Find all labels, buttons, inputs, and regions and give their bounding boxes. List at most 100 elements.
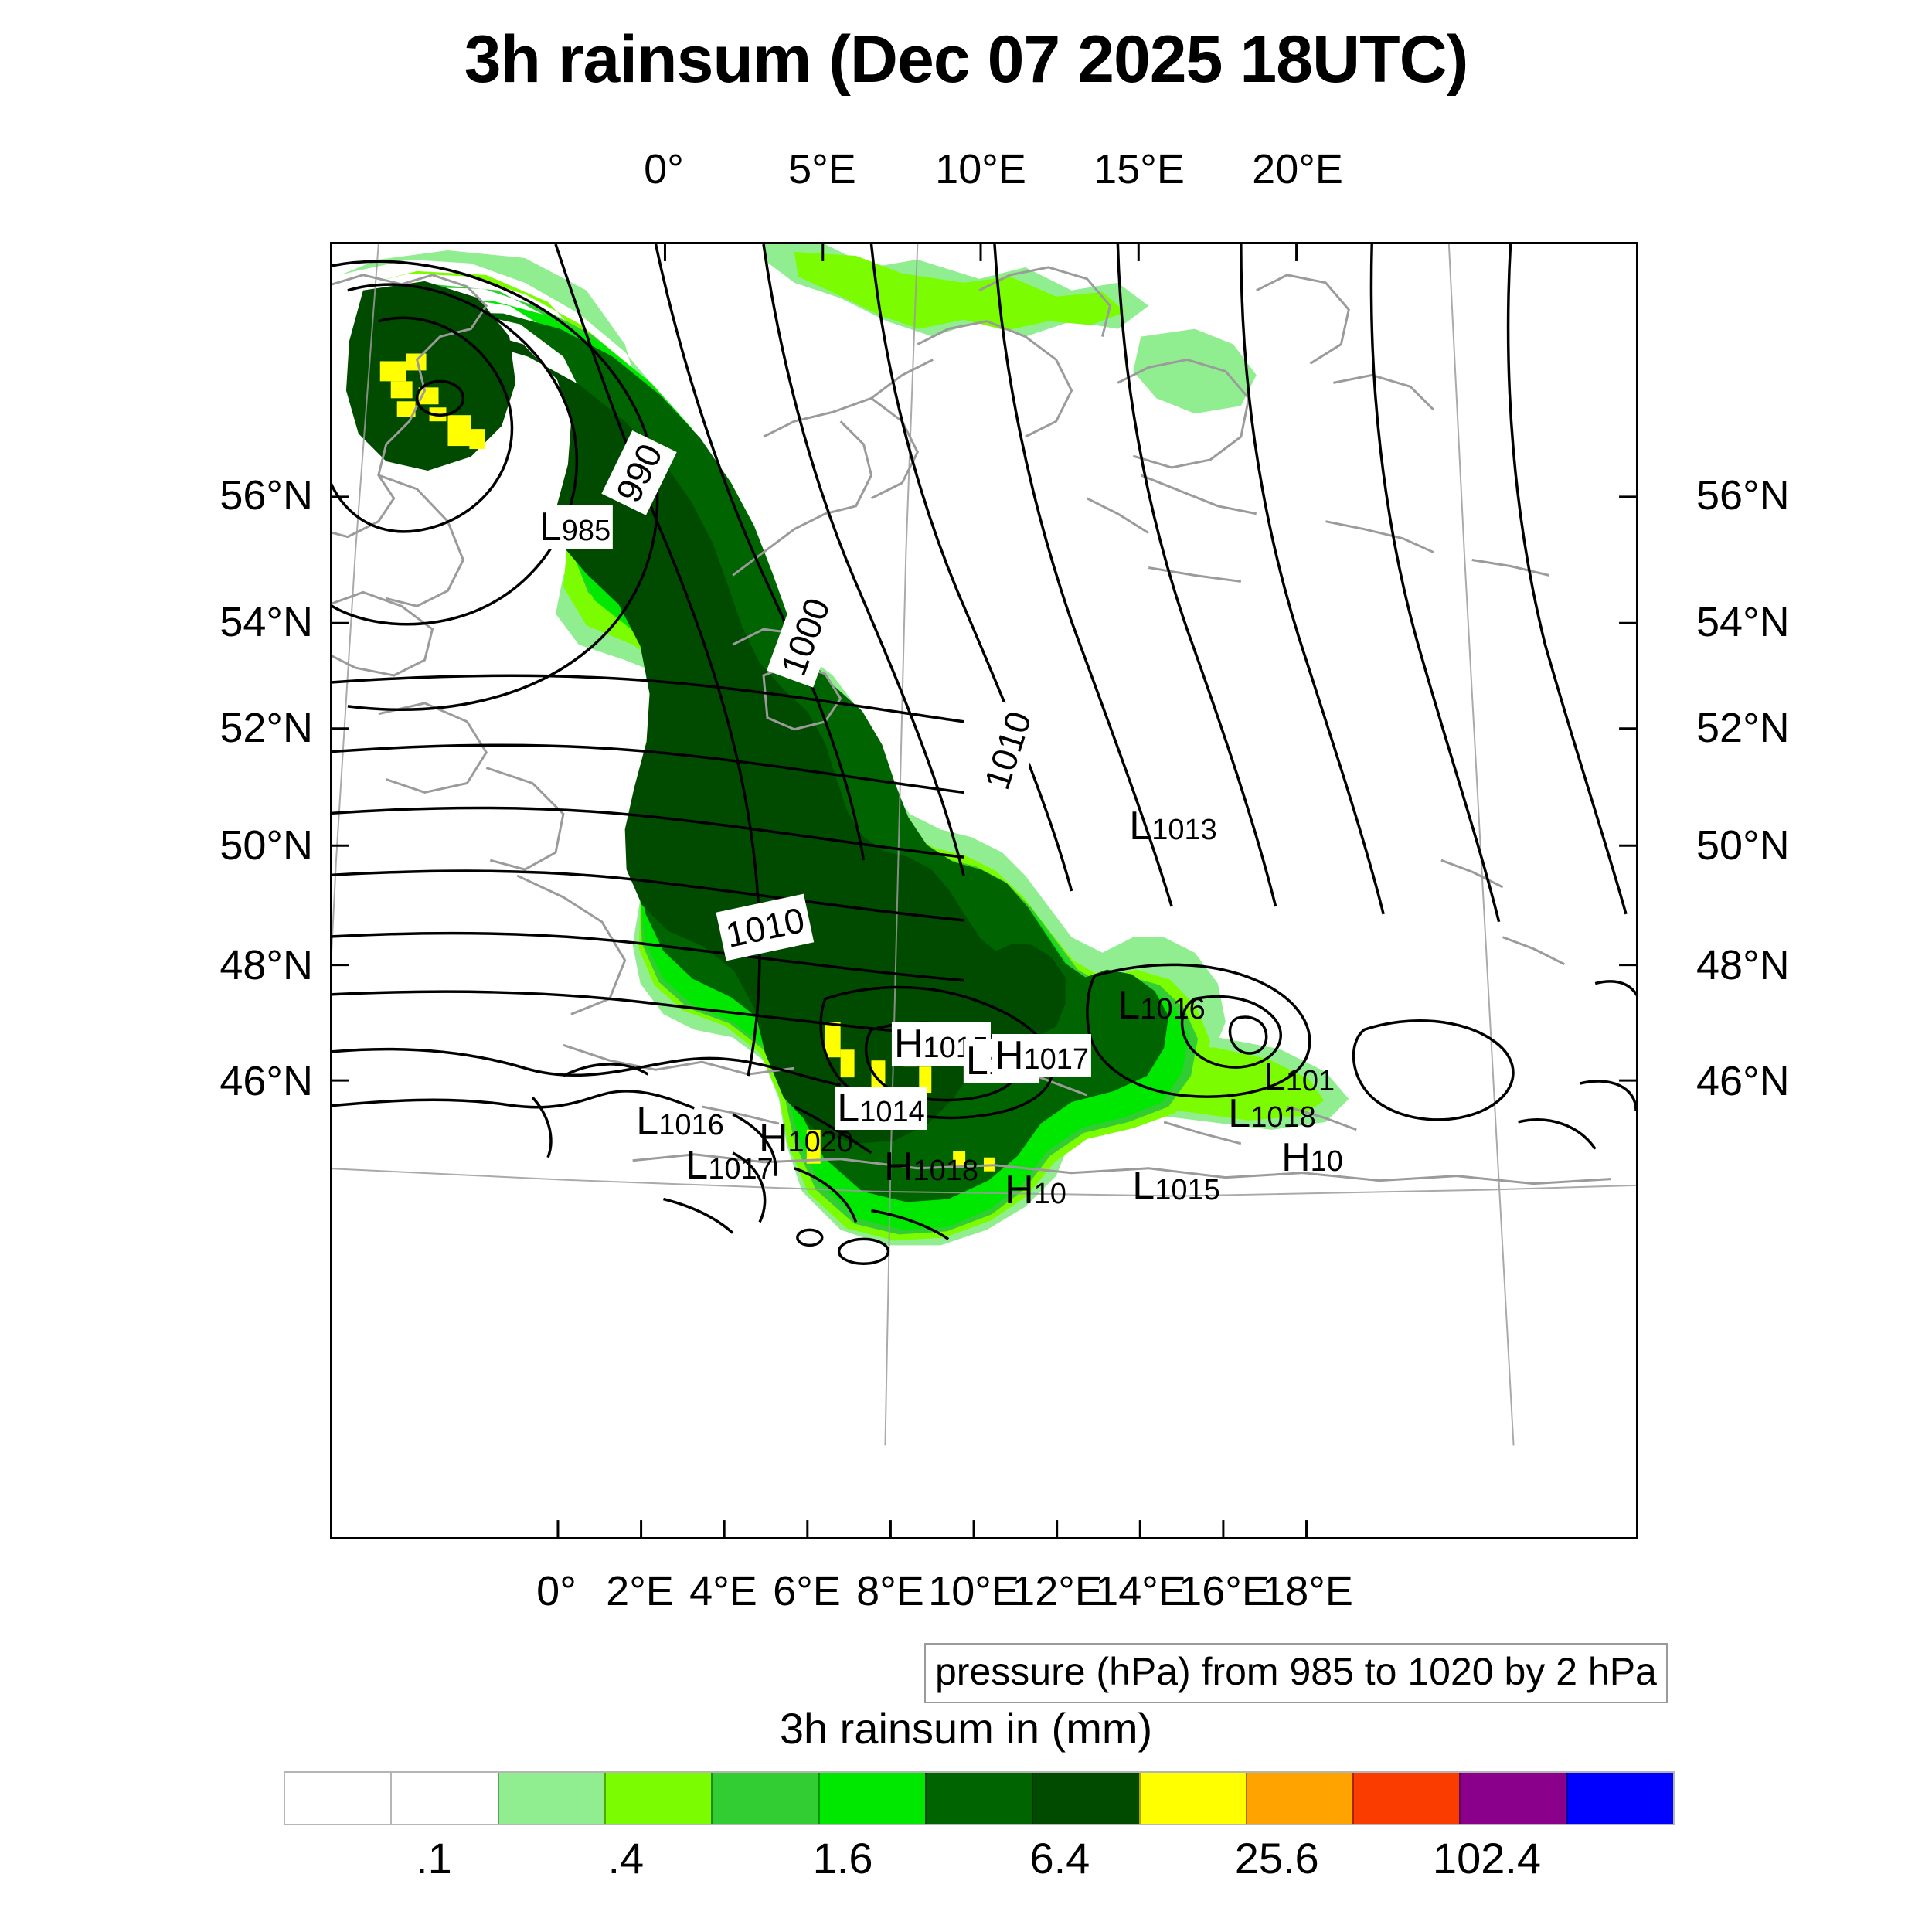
colorbar-cell[interactable] — [497, 1773, 604, 1824]
colorbar-tick-labels: .1 .4 1.6 6.4 25.6 102.4 — [284, 1833, 1675, 1895]
pressure-kind-glyph: H — [1005, 1168, 1034, 1213]
pressure-kind-glyph: H — [883, 1145, 913, 1189]
high-pressure-label: H10 — [1002, 1168, 1069, 1212]
pressure-value: 1018 — [1250, 1101, 1316, 1134]
pressure-value: 1013 — [1151, 814, 1217, 846]
precip-core-north — [345, 281, 516, 471]
pressure-kind-glyph: L — [965, 1039, 988, 1083]
precip-patch-north-2 — [794, 251, 1126, 331]
left-tick-label: 50°N — [219, 822, 313, 869]
page-title: 3h rainsum (Dec 07 2025 18UTC) — [464, 22, 1469, 97]
low-pressure-label: L1018 — [1226, 1092, 1318, 1135]
colorbar-cell[interactable] — [818, 1773, 925, 1824]
colorbar-cell[interactable] — [1352, 1773, 1460, 1824]
pressure-value: 10 — [1033, 1178, 1066, 1210]
pressure-kind-glyph: L — [837, 1086, 860, 1131]
high-pressure-label: H1020 — [757, 1117, 855, 1160]
bottom-tick-label: 0° — [536, 1568, 577, 1614]
left-tick-label: 48°N — [219, 942, 313, 988]
pressure-value: 1014 — [859, 1096, 925, 1128]
top-tick-label: 15°E — [1094, 146, 1185, 192]
pressure-value: 1020 — [787, 1126, 854, 1158]
bottom-tick-label: 18°E — [1262, 1568, 1353, 1614]
pressure-value: 1017 — [708, 1153, 774, 1185]
isobars — [332, 244, 1636, 1266]
colorbar[interactable] — [284, 1771, 1675, 1825]
high-pressure-label: H1018 — [882, 1145, 981, 1189]
high-pressure-label: H1015 — [891, 1022, 992, 1066]
pressure-kind-glyph: L — [1129, 804, 1152, 849]
colorbar-tick: 1.6 — [812, 1834, 873, 1883]
colorbar-tick: .4 — [607, 1834, 645, 1883]
bottom-tick-label: 12°E — [1012, 1568, 1103, 1614]
colorbar-tick: 6.4 — [1029, 1834, 1090, 1883]
colorbar-cell[interactable] — [924, 1773, 1032, 1824]
pressure-kind-glyph: H — [1281, 1135, 1311, 1180]
bottom-tick-label: 16°E — [1179, 1568, 1270, 1614]
right-tick-label: 46°N — [1696, 1058, 1790, 1104]
colorbar-tick: 25.6 — [1234, 1834, 1319, 1883]
colorbar-cell[interactable] — [711, 1773, 818, 1824]
bottom-tick-label: 6°E — [773, 1568, 841, 1614]
right-tick-label: 50°N — [1696, 822, 1790, 869]
pressure-value: 1015 — [1155, 1174, 1220, 1206]
pressure-value: 985 — [561, 515, 611, 547]
low-pressure-label: L1016 — [634, 1100, 726, 1143]
low-pressure-label: L985 — [536, 505, 614, 549]
left-tick-label: 56°N — [219, 472, 313, 519]
pressure-kind-glyph: H — [893, 1022, 923, 1066]
pressure-kind-glyph: L — [1263, 1055, 1286, 1100]
colorbar-cell[interactable] — [1138, 1773, 1246, 1824]
left-tick-label: 54°N — [219, 599, 313, 645]
bottom-tick-label: 14°E — [1095, 1568, 1186, 1614]
colorbar-title: 3h rainsum in (mm) — [779, 1704, 1153, 1753]
colorbar-cell[interactable] — [1032, 1773, 1139, 1824]
high-pressure-label: H10 — [1279, 1136, 1345, 1179]
bottom-tick-label: 2°E — [606, 1568, 674, 1614]
low-pressure-label: L1017 — [683, 1144, 775, 1187]
colorbar-cell[interactable] — [1459, 1773, 1566, 1824]
pressure-kind-glyph: L — [1228, 1091, 1251, 1136]
low-pressure-label: L1014 — [835, 1087, 927, 1130]
pressure-kind-glyph: H — [994, 1033, 1024, 1078]
colorbar-tick: 102.4 — [1432, 1834, 1542, 1883]
top-tick-label: 10°E — [935, 146, 1026, 192]
pressure-value: 1018 — [913, 1155, 979, 1187]
pressure-kind-glyph: L — [539, 505, 562, 549]
precip-patch-ne — [1133, 328, 1257, 414]
left-tick-label: 46°N — [219, 1058, 313, 1104]
right-tick-label: 52°N — [1696, 705, 1790, 751]
pressure-kind-glyph: L — [1117, 983, 1141, 1028]
pressure-value: 101 — [1285, 1065, 1335, 1097]
right-tick-label: 56°N — [1696, 472, 1790, 519]
top-tick-label: 20°E — [1252, 146, 1343, 192]
pressure-kind-glyph: L — [1132, 1164, 1155, 1209]
bottom-tick-label: 4°E — [689, 1568, 757, 1614]
pressure-kind-glyph: L — [685, 1143, 709, 1188]
bottom-tick-label: 8°E — [856, 1568, 924, 1614]
colorbar-cell[interactable] — [1245, 1773, 1353, 1824]
bottom-tick-label: 10°E — [928, 1568, 1019, 1614]
colorbar-cell[interactable] — [285, 1773, 391, 1824]
pressure-legend-text: pressure (hPa) from 985 to 1020 by 2 hPa — [935, 1650, 1657, 1693]
pressure-kind-glyph: H — [758, 1116, 788, 1161]
pressure-kind-glyph: L — [636, 1099, 659, 1144]
colorbar-cell[interactable] — [1566, 1773, 1674, 1824]
map-plot-area[interactable]: [data-name="precip-yellow-cells"] rect {… — [330, 242, 1638, 1539]
colorbar-tick: .1 — [416, 1834, 452, 1883]
top-tick-label: 5°E — [788, 146, 856, 192]
low-pressure-label: L1015 — [1130, 1165, 1222, 1208]
colorbar-cell[interactable] — [604, 1773, 712, 1824]
low-pressure-label: L101 — [1261, 1056, 1337, 1099]
right-tick-label: 54°N — [1696, 599, 1790, 645]
pressure-value: 10 — [1310, 1145, 1343, 1178]
left-tick-label: 52°N — [219, 705, 313, 751]
pressure-value: 1016 — [1140, 993, 1206, 1026]
high-pressure-label: H1017 — [992, 1033, 1092, 1078]
pressure-value: 1016 — [658, 1109, 724, 1141]
pressure-value: 1017 — [1023, 1043, 1090, 1076]
colorbar-cell[interactable] — [390, 1773, 498, 1824]
low-pressure-label: L1013 — [1127, 804, 1219, 848]
pressure-legend-box: pressure (hPa) from 985 to 1020 by 2 hPa — [924, 1643, 1668, 1703]
